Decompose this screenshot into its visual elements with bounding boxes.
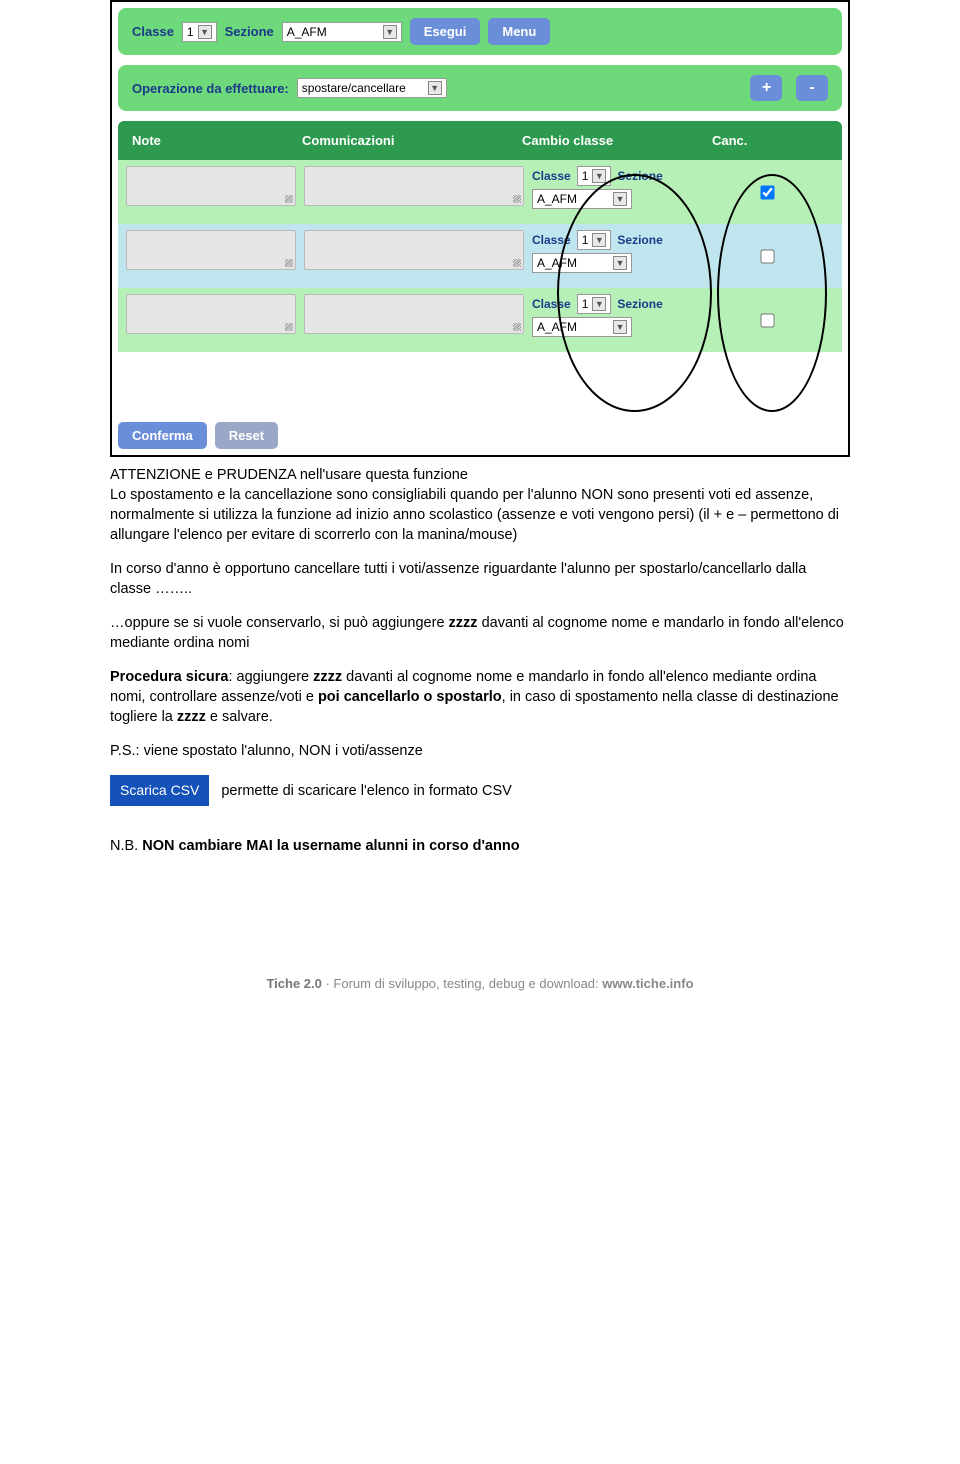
com-textarea[interactable] — [304, 166, 524, 206]
para-nb: N.B. NON cambiare MAI la username alunni… — [110, 836, 850, 856]
para-2: In corso d'anno è opportuno cancellare t… — [110, 559, 850, 599]
table-row: Classe 1▼ Sezione A_AFM▼ — [118, 160, 842, 224]
operation-panel: Operazione da effettuare: spostare/cance… — [118, 65, 842, 111]
filter-panel: Classe 1 ▼ Sezione A_AFM ▼ Esegui Menu — [118, 8, 842, 55]
com-textarea[interactable] — [304, 230, 524, 270]
canc-checkbox[interactable] — [760, 249, 774, 263]
chevron-down-icon: ▼ — [613, 320, 627, 334]
header-com: Comunicazioni — [302, 133, 522, 148]
cambio-cell: Classe 1▼ Sezione A_AFM▼ — [532, 230, 722, 273]
chevron-down-icon: ▼ — [613, 256, 627, 270]
table-row: Classe 1▼ Sezione A_AFM▼ — [118, 224, 842, 288]
row-classe-label: Classe — [532, 297, 571, 311]
header-note: Note — [132, 133, 302, 148]
chevron-down-icon: ▼ — [613, 192, 627, 206]
reset-button[interactable]: Reset — [215, 422, 278, 449]
row-classe-select[interactable]: 1▼ — [577, 294, 612, 314]
canc-checkbox[interactable] — [760, 185, 774, 199]
classe-value: 1 — [187, 25, 194, 39]
row-sezione-select[interactable]: A_AFM▼ — [532, 189, 632, 209]
operation-label: Operazione da effettuare: — [132, 81, 289, 96]
note-textarea[interactable] — [126, 230, 296, 270]
canc-cell — [722, 166, 812, 218]
row-sezione-label: Sezione — [617, 297, 662, 311]
para-4: Procedura sicura: aggiungere zzzz davant… — [110, 667, 850, 727]
classe-label: Classe — [132, 24, 174, 39]
chevron-down-icon: ▼ — [383, 25, 397, 39]
operation-select[interactable]: spostare/cancellare ▼ — [297, 78, 447, 98]
menu-button[interactable]: Menu — [488, 18, 550, 45]
header-canc: Canc. — [712, 133, 802, 148]
row-sezione-select[interactable]: A_AFM▼ — [532, 317, 632, 337]
table-body: Classe 1▼ Sezione A_AFM▼ Classe 1▼ Sezio… — [118, 160, 842, 352]
document-body: ATTENZIONE e PRUDENZA nell'usare questa … — [110, 465, 850, 856]
chevron-down-icon: ▼ — [592, 169, 606, 183]
para-1: ATTENZIONE e PRUDENZA nell'usare questa … — [110, 465, 850, 545]
note-textarea[interactable] — [126, 294, 296, 334]
page: Classe 1 ▼ Sezione A_AFM ▼ Esegui Menu O… — [0, 0, 960, 1031]
cambio-cell: Classe 1▼ Sezione A_AFM▼ — [532, 294, 722, 337]
row-sezione-label: Sezione — [617, 233, 662, 247]
row-classe-label: Classe — [532, 233, 571, 247]
canc-cell — [722, 294, 812, 346]
sezione-value: A_AFM — [287, 25, 379, 39]
page-footer: Tiche 2.0 · Forum di sviluppo, testing, … — [110, 976, 850, 991]
header-cambio: Cambio classe — [522, 133, 712, 148]
scarica-row: Scarica CSV permette di scaricare l'elen… — [110, 775, 850, 806]
row-classe-select[interactable]: 1▼ — [577, 230, 612, 250]
bottom-buttons: Conferma Reset — [118, 422, 842, 449]
footer-link[interactable]: www.tiche.info — [602, 976, 693, 991]
note-textarea[interactable] — [126, 166, 296, 206]
sezione-label: Sezione — [225, 24, 274, 39]
screenshot-frame: Classe 1 ▼ Sezione A_AFM ▼ Esegui Menu O… — [110, 0, 850, 457]
footer-title: Tiche 2.0 — [266, 976, 321, 991]
row-classe-select[interactable]: 1▼ — [577, 166, 612, 186]
table-header: Note Comunicazioni Cambio classe Canc. — [118, 121, 842, 160]
row-sezione-select[interactable]: A_AFM▼ — [532, 253, 632, 273]
cambio-cell: Classe 1▼ Sezione A_AFM▼ — [532, 166, 722, 209]
para-3: …oppure se si vuole conservarlo, si può … — [110, 613, 850, 653]
chevron-down-icon: ▼ — [592, 233, 606, 247]
conferma-button[interactable]: Conferma — [118, 422, 207, 449]
canc-cell — [722, 230, 812, 282]
op-right-buttons: + - — [750, 75, 828, 101]
scarica-csv-button[interactable]: Scarica CSV — [110, 775, 209, 806]
table-row: Classe 1▼ Sezione A_AFM▼ — [118, 288, 842, 352]
footer-mid: · Forum di sviluppo, testing, debug e do… — [322, 976, 602, 991]
operation-value: spostare/cancellare — [302, 81, 424, 95]
row-classe-label: Classe — [532, 169, 571, 183]
scarica-text: permette di scaricare l'elenco in format… — [221, 781, 511, 801]
chevron-down-icon: ▼ — [198, 25, 212, 39]
p1-line1: ATTENZIONE e PRUDENZA nell'usare questa … — [110, 467, 468, 483]
p1-line2: Lo spostamento e la cancellazione sono c… — [110, 487, 839, 543]
canc-checkbox[interactable] — [760, 313, 774, 327]
com-textarea[interactable] — [304, 294, 524, 334]
classe-select[interactable]: 1 ▼ — [182, 22, 217, 42]
row-sezione-label: Sezione — [617, 169, 662, 183]
sezione-select[interactable]: A_AFM ▼ — [282, 22, 402, 42]
chevron-down-icon: ▼ — [428, 81, 442, 95]
chevron-down-icon: ▼ — [592, 297, 606, 311]
plus-button[interactable]: + — [750, 75, 782, 101]
esegui-button[interactable]: Esegui — [410, 18, 481, 45]
para-ps: P.S.: viene spostato l'alunno, NON i vot… — [110, 741, 850, 761]
minus-button[interactable]: - — [796, 75, 828, 101]
